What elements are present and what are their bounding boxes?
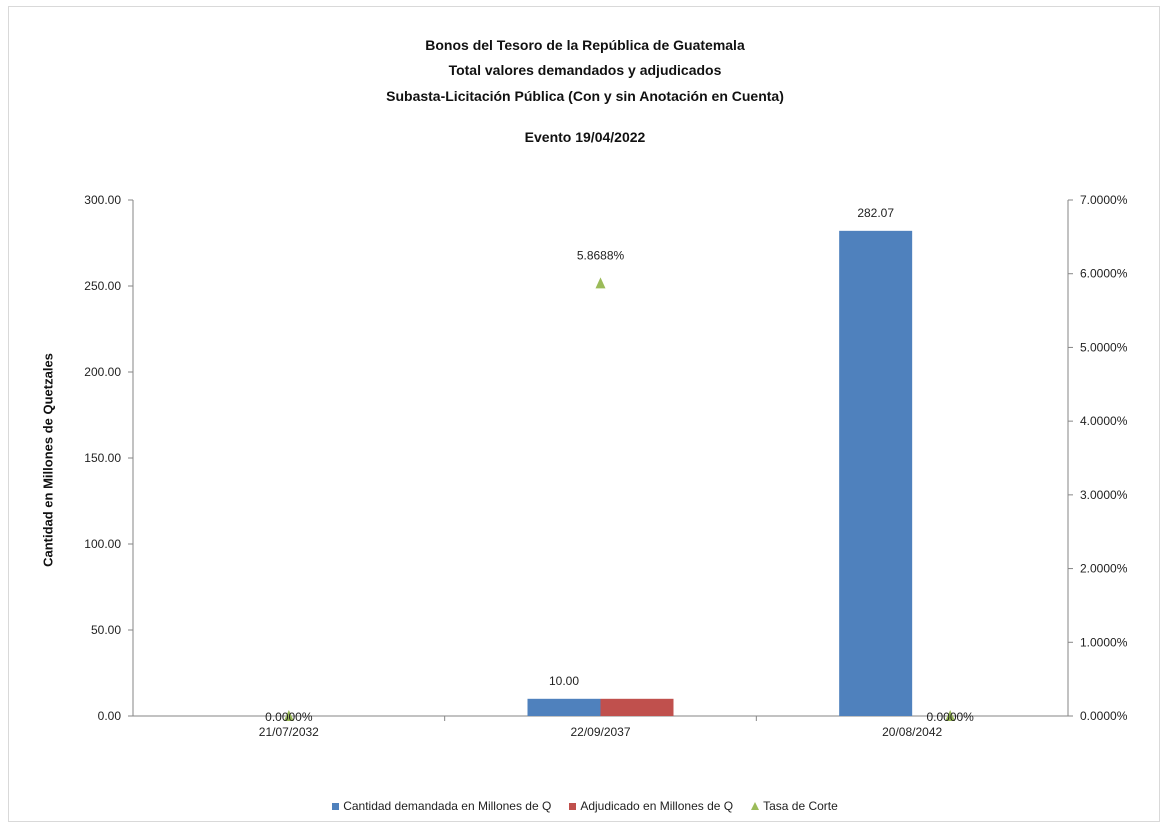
- chart-title-line-1: Bonos del Tesoro de la República de Guat…: [425, 37, 745, 53]
- rate-marker: [595, 277, 606, 289]
- bar-data-label: 10.00: [549, 674, 579, 688]
- left-tick-label: 200.00: [84, 365, 121, 379]
- rate-marker: [945, 710, 956, 721]
- x-tick-label: 21/07/2032: [259, 725, 319, 739]
- legend-label-awarded: Adjudicado en Millones de Q: [580, 799, 734, 813]
- right-tick-label: 4.0000%: [1080, 414, 1128, 428]
- right-tick-label: 3.0000%: [1080, 488, 1128, 502]
- rate-data-label: 0.0000%: [265, 710, 313, 724]
- right-tick-label: 2.0000%: [1080, 562, 1128, 576]
- left-tick-label: 150.00: [84, 451, 121, 465]
- legend-swatch-awarded: [569, 802, 577, 810]
- bar-data-label: 282.07: [857, 206, 894, 220]
- left-tick-label: 0.00: [98, 709, 122, 723]
- legend-item-awarded: Adjudicado en Millones de Q: [569, 799, 733, 813]
- legend-item-rate: Tasa de Corte: [751, 799, 838, 813]
- chart-title-line-2: Total valores demandados y adjudicados: [448, 62, 722, 78]
- rate-marker: [283, 710, 294, 721]
- right-tick-label: 6.0000%: [1080, 267, 1128, 281]
- x-tick-label: 22/09/2037: [570, 725, 630, 739]
- legend-swatch-demanded: [332, 802, 340, 810]
- right-tick-label: 5.0000%: [1080, 340, 1128, 354]
- left-tick-label: 300.00: [84, 193, 121, 207]
- left-tick-label: 100.00: [84, 537, 121, 551]
- chart-legend: Cantidad demandada en Millones de Q Adju…: [0, 796, 1170, 816]
- legend-triangle-icon: [751, 802, 760, 810]
- left-tick-label: 50.00: [91, 623, 121, 637]
- legend-label-rate: Tasa de Corte: [763, 799, 838, 813]
- rate-data-label: 0.0000%: [926, 710, 974, 724]
- bar-demanded: [839, 230, 913, 716]
- chart-title-line-4: Evento 19/04/2022: [524, 129, 646, 145]
- bar-demanded: [527, 698, 601, 716]
- right-tick-label: 1.0000%: [1080, 635, 1128, 649]
- bar-awarded: [600, 698, 674, 716]
- left-tick-label: 250.00: [84, 279, 121, 293]
- right-tick-label: 0.0000%: [1080, 709, 1128, 723]
- legend-item-demanded: Cantidad demandada en Millones de Q: [332, 799, 551, 813]
- legend-label-demanded: Cantidad demandada en Millones de Q: [343, 799, 552, 813]
- rate-data-label: 5.8688%: [577, 248, 625, 262]
- x-tick-label: 20/08/2042: [882, 725, 942, 739]
- right-tick-label: 7.0000%: [1080, 193, 1128, 207]
- chart-frame: [8, 6, 1160, 822]
- chart-title-line-3: Subasta-Licitación Pública (Con y sin An…: [386, 88, 784, 104]
